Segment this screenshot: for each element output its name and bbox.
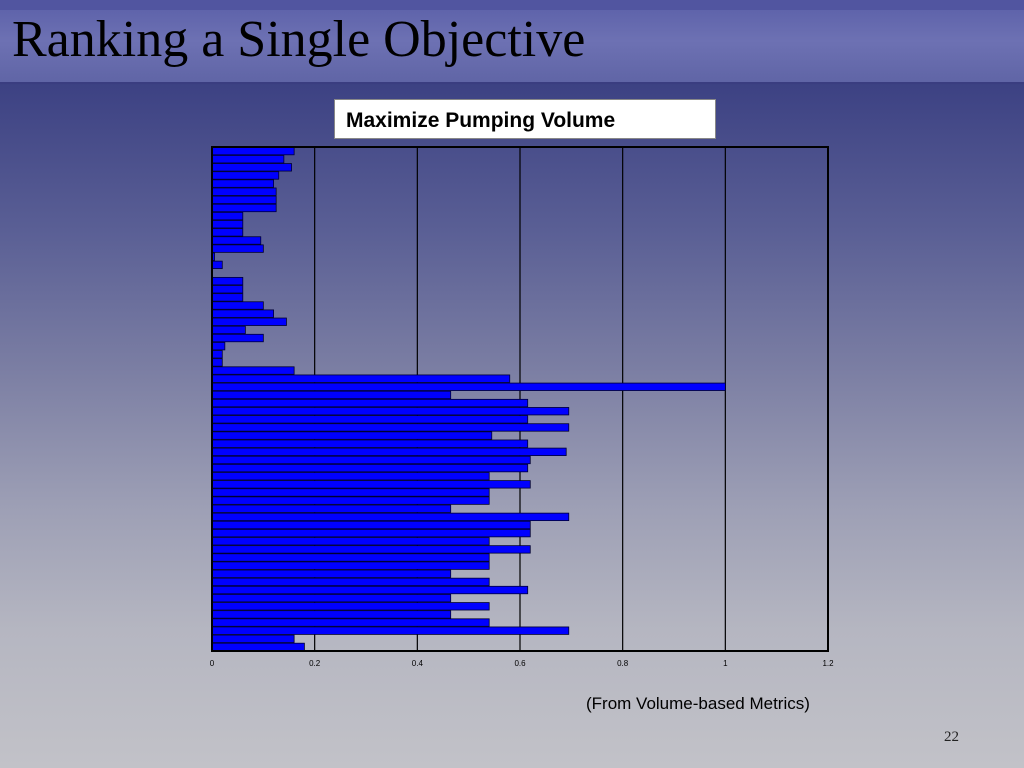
- bar: [211, 431, 493, 440]
- bar: [211, 455, 531, 465]
- bar: [211, 309, 274, 318]
- bar: [211, 163, 292, 172]
- bar: [211, 374, 511, 383]
- x-tick-label: 1.2: [822, 659, 834, 668]
- bar: [211, 618, 490, 627]
- bar: [211, 553, 490, 562]
- bar: [211, 358, 223, 367]
- x-tick-label: 0: [210, 659, 215, 668]
- x-tick-label: 0.8: [617, 659, 629, 668]
- bar: [211, 407, 570, 416]
- bar: [211, 537, 490, 546]
- bar: [211, 415, 529, 424]
- bar: [211, 236, 262, 245]
- bar: [211, 626, 570, 635]
- bar: [211, 602, 490, 611]
- bar: [211, 447, 567, 456]
- bar: [211, 594, 452, 603]
- bar: [211, 512, 570, 522]
- x-tick-label: 0.2: [309, 659, 321, 668]
- bar: [211, 504, 452, 513]
- bar: [211, 179, 274, 188]
- bar: [211, 187, 277, 196]
- bar: [211, 333, 264, 343]
- bar: [211, 528, 531, 538]
- bar: [211, 569, 452, 578]
- bar: [211, 463, 529, 473]
- plot-frame: [211, 146, 829, 652]
- bar: [211, 520, 531, 530]
- bar: [211, 228, 244, 237]
- bar: [211, 301, 264, 310]
- bar: [211, 642, 305, 652]
- bar: [211, 342, 226, 351]
- bar: [211, 390, 452, 400]
- slide-title: Ranking a Single Objective: [12, 11, 586, 68]
- bars: [211, 146, 726, 652]
- bar: [211, 488, 490, 497]
- bar: [211, 325, 246, 335]
- bar: [211, 366, 295, 375]
- bar: [211, 276, 244, 286]
- bar: [211, 382, 726, 391]
- bar: [211, 545, 531, 554]
- bar: [211, 472, 490, 481]
- bar: [211, 398, 529, 408]
- bar: [211, 211, 244, 221]
- bar: [211, 195, 277, 204]
- x-tick-labels: 0 0.2 0.4 0.6 0.8 1 1.2: [210, 659, 834, 668]
- x-tick-label: 0.4: [412, 659, 424, 668]
- bar: [211, 146, 295, 156]
- bar: [211, 561, 490, 570]
- bar: [211, 285, 244, 294]
- page-number: 22: [944, 729, 959, 745]
- bar: [211, 480, 531, 489]
- bar: [211, 350, 223, 359]
- bar: [211, 585, 529, 595]
- bar: [211, 439, 529, 448]
- bar: [211, 244, 264, 253]
- bar: [211, 260, 223, 270]
- bar: [211, 155, 285, 164]
- bar: [211, 220, 244, 229]
- chart-title-box: Maximize Pumping Volume: [334, 99, 716, 139]
- bar: [211, 293, 244, 302]
- chart-title: Maximize Pumping Volume: [346, 109, 616, 132]
- source-note: (From Volume-based Metrics): [586, 694, 810, 713]
- x-tick-label: 0.6: [514, 659, 526, 668]
- bar: [211, 203, 277, 213]
- x-tick-label: 1: [723, 659, 728, 668]
- bar: [211, 634, 295, 643]
- bar: [211, 171, 280, 180]
- bar: [211, 610, 452, 619]
- bar: [211, 496, 490, 505]
- bar: [211, 423, 570, 432]
- bar: [211, 317, 287, 326]
- title-bar: Ranking a Single Objective: [0, 0, 1024, 84]
- bar: [211, 577, 490, 587]
